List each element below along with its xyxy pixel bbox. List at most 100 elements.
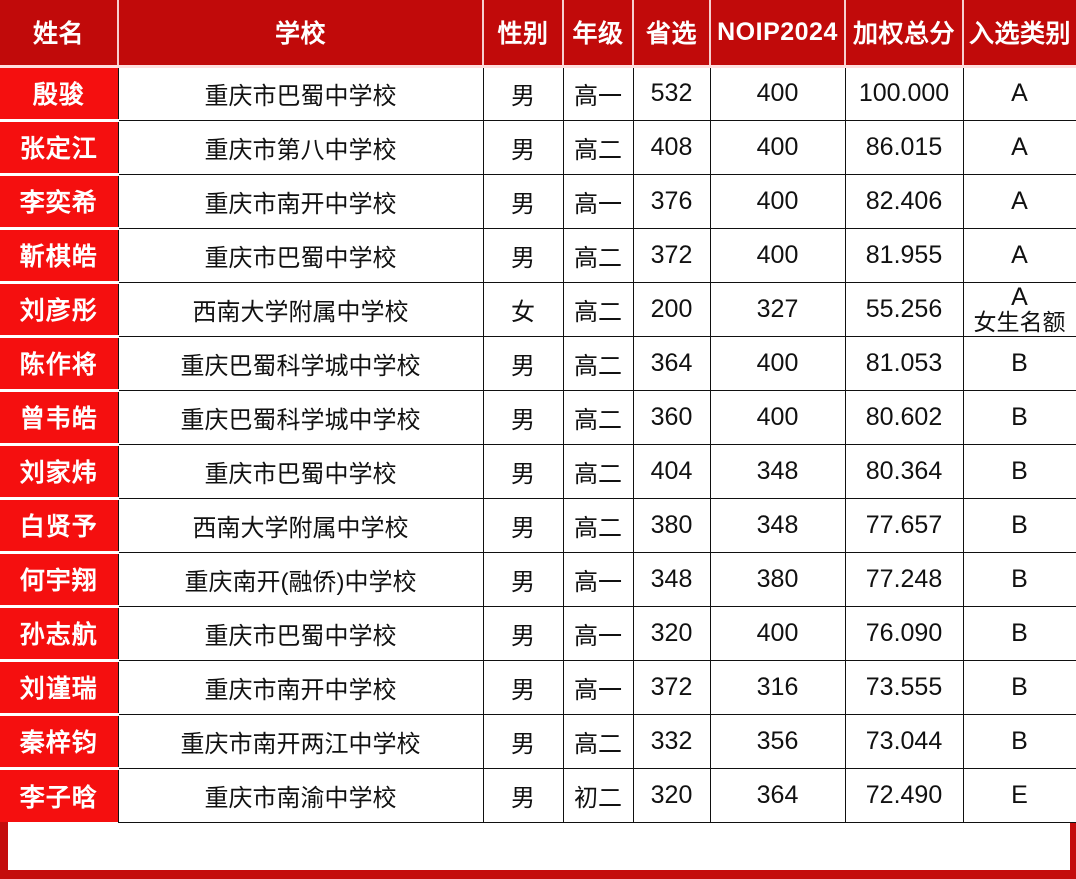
cell-name[interactable]: 孙志航 bbox=[0, 604, 118, 660]
cell-grade: 高二 bbox=[562, 281, 634, 337]
cell-province-selection: 348 bbox=[632, 551, 711, 607]
cell-name[interactable]: 殷骏 bbox=[0, 66, 118, 120]
cell-province-selection: 376 bbox=[632, 173, 711, 229]
cell-grade: 高二 bbox=[562, 713, 634, 769]
table-header: 姓名 学校 性别 年级 省选 NOIP2024 加权总分 入选类别 bbox=[0, 0, 1076, 68]
cell-province-selection: 320 bbox=[632, 767, 711, 823]
cell-name[interactable]: 李奕希 bbox=[0, 172, 118, 228]
cell-category: B bbox=[962, 389, 1076, 445]
cell-noip2024: 316 bbox=[709, 659, 846, 715]
cell-grade: 高一 bbox=[562, 659, 634, 715]
cell-grade: 高二 bbox=[562, 119, 634, 175]
cell-weighted-total: 73.044 bbox=[844, 713, 964, 769]
cell-name[interactable]: 李子晗 bbox=[0, 766, 118, 822]
column-header-name[interactable]: 姓名 bbox=[0, 0, 119, 68]
cell-name[interactable]: 秦梓钧 bbox=[0, 712, 118, 768]
cell-category: A bbox=[962, 227, 1076, 283]
cell-gender: 男 bbox=[482, 227, 564, 283]
cell-weighted-total: 81.053 bbox=[844, 335, 964, 391]
column-header-school[interactable]: 学校 bbox=[118, 0, 484, 68]
selection-results-table: 姓名 学校 性别 年级 省选 NOIP2024 加权总分 入选类别 殷骏重庆市巴… bbox=[0, 0, 1076, 823]
cell-category: A bbox=[962, 65, 1076, 121]
category-note: 女生名额 bbox=[973, 309, 1066, 336]
cell-weighted-total: 55.256 bbox=[844, 281, 964, 337]
cell-weighted-total: 77.657 bbox=[844, 497, 964, 553]
cell-school: 重庆市第八中学校 bbox=[117, 119, 484, 175]
cell-category: B bbox=[962, 605, 1076, 661]
cell-noip2024: 348 bbox=[709, 497, 846, 553]
table-row: 陈作将 重庆巴蜀科学城中学校男高二 364 400 81.053 B bbox=[0, 334, 1076, 391]
cell-school: 重庆市南开中学校 bbox=[117, 173, 484, 229]
cell-province-selection: 320 bbox=[632, 605, 711, 661]
cell-noip2024: 364 bbox=[709, 767, 846, 823]
cell-name[interactable]: 曾韦皓 bbox=[0, 388, 118, 444]
category-letter: A bbox=[1011, 282, 1028, 311]
column-header-category[interactable]: 入选类别 bbox=[963, 0, 1076, 68]
cell-grade: 高二 bbox=[562, 443, 634, 499]
cell-school: 重庆巴蜀科学城中学校 bbox=[117, 389, 484, 445]
cell-gender: 男 bbox=[482, 173, 564, 229]
cell-grade: 高二 bbox=[562, 335, 634, 391]
column-header-province-selection[interactable]: 省选 bbox=[633, 0, 711, 68]
cell-category: B bbox=[962, 551, 1076, 607]
cell-category: B bbox=[962, 443, 1076, 499]
table-row: 孙志航 重庆市巴蜀中学校男高一 320 400 76.090 B bbox=[0, 604, 1076, 661]
cell-province-selection: 360 bbox=[632, 389, 711, 445]
cell-school: 重庆市南开两江中学校 bbox=[117, 713, 484, 769]
cell-weighted-total: 76.090 bbox=[844, 605, 964, 661]
cell-name[interactable]: 白贤予 bbox=[0, 496, 118, 552]
table-row: 张定江 重庆市第八中学校男高二 408 400 86.015 A bbox=[0, 118, 1076, 175]
cell-name[interactable]: 陈作将 bbox=[0, 334, 118, 390]
cell-name[interactable]: 张定江 bbox=[0, 118, 118, 174]
cell-gender: 男 bbox=[482, 713, 564, 769]
cell-gender: 男 bbox=[482, 551, 564, 607]
cell-grade: 初二 bbox=[562, 767, 634, 823]
cell-school: 重庆市巴蜀中学校 bbox=[117, 443, 484, 499]
cell-province-selection: 408 bbox=[632, 119, 711, 175]
cell-grade: 高一 bbox=[562, 605, 634, 661]
cell-noip2024: 400 bbox=[709, 173, 846, 229]
cell-name[interactable]: 何宇翔 bbox=[0, 550, 118, 606]
cell-province-selection: 372 bbox=[632, 227, 711, 283]
cell-gender: 男 bbox=[482, 443, 564, 499]
cell-weighted-total: 72.490 bbox=[844, 767, 964, 823]
cell-gender: 男 bbox=[482, 335, 564, 391]
cell-school: 重庆巴蜀科学城中学校 bbox=[117, 335, 484, 391]
table-row: 李奕希 重庆市南开中学校男高一 376 400 82.406 A bbox=[0, 172, 1076, 229]
cell-province-selection: 332 bbox=[632, 713, 711, 769]
cell-category: B bbox=[962, 335, 1076, 391]
column-header-noip2024[interactable]: NOIP2024 bbox=[710, 0, 846, 68]
cell-noip2024: 380 bbox=[709, 551, 846, 607]
cell-name[interactable]: 刘家炜 bbox=[0, 442, 118, 498]
cell-name[interactable]: 刘谨瑞 bbox=[0, 658, 118, 714]
cell-noip2024: 400 bbox=[709, 605, 846, 661]
column-header-gender[interactable]: 性别 bbox=[483, 0, 564, 68]
cell-name[interactable]: 刘彦彤 bbox=[0, 280, 118, 336]
table-row: 刘彦彤 西南大学附属中学校女高二 200 327 55.256 A 女生名额 bbox=[0, 280, 1076, 337]
cell-noip2024: 400 bbox=[709, 335, 846, 391]
column-header-grade[interactable]: 年级 bbox=[563, 0, 634, 68]
table-row: 刘谨瑞 重庆市南开中学校男高一 372 316 73.555 B bbox=[0, 658, 1076, 715]
cell-grade: 高二 bbox=[562, 497, 634, 553]
cell-gender: 男 bbox=[482, 497, 564, 553]
table-row: 白贤予 西南大学附属中学校男高二 380 348 77.657 B bbox=[0, 496, 1076, 553]
column-header-weighted-total[interactable]: 加权总分 bbox=[845, 0, 964, 68]
cell-noip2024: 400 bbox=[709, 227, 846, 283]
cell-gender: 男 bbox=[482, 605, 564, 661]
cell-noip2024: 400 bbox=[709, 119, 846, 175]
cell-gender: 男 bbox=[482, 389, 564, 445]
cell-gender: 男 bbox=[482, 119, 564, 175]
cell-noip2024: 400 bbox=[709, 65, 846, 121]
cell-weighted-total: 86.015 bbox=[844, 119, 964, 175]
cell-province-selection: 372 bbox=[632, 659, 711, 715]
table-body: 殷骏 重庆市巴蜀中学校男高一 532 400 100.000 A 张定江 重庆市第八中学校男高… bbox=[0, 65, 1076, 823]
cell-category: B bbox=[962, 659, 1076, 715]
cell-gender: 男 bbox=[482, 767, 564, 823]
cell-name[interactable]: 靳棋皓 bbox=[0, 226, 118, 282]
cell-gender: 男 bbox=[482, 65, 564, 121]
cell-noip2024: 356 bbox=[709, 713, 846, 769]
cell-category: A bbox=[962, 173, 1076, 229]
cell-school: 重庆市巴蜀中学校 bbox=[117, 227, 484, 283]
cell-noip2024: 348 bbox=[709, 443, 846, 499]
